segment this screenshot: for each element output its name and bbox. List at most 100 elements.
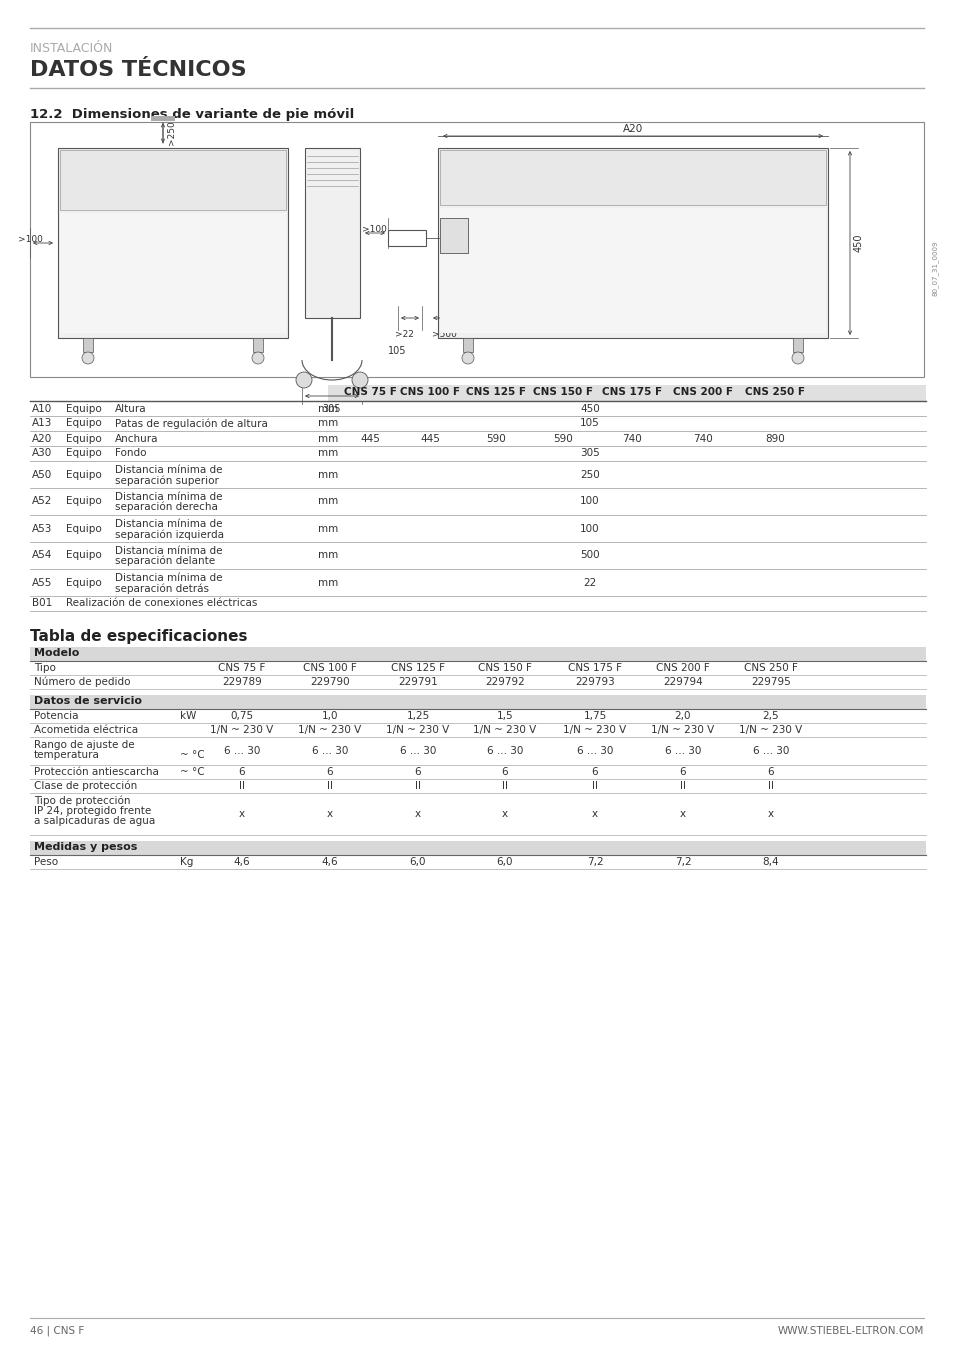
Text: 229792: 229792 [485, 676, 524, 687]
Text: Distancia mínima de: Distancia mínima de [115, 545, 222, 556]
Circle shape [791, 352, 803, 365]
Text: 4,6: 4,6 [321, 857, 338, 867]
Bar [439, 150, 825, 205]
Text: mm: mm [317, 433, 338, 444]
Text: mm: mm [317, 551, 338, 560]
Text: 2,0: 2,0 [674, 711, 691, 721]
Bar [151, 116, 174, 122]
Bar [253, 338, 263, 352]
Text: Datos de servicio: Datos de servicio [34, 697, 142, 706]
Text: 229789: 229789 [222, 676, 262, 687]
Text: Equipo: Equipo [66, 470, 102, 479]
Text: WWW.STIEBEL-ELTRON.COM: WWW.STIEBEL-ELTRON.COM [777, 1326, 923, 1336]
Bar [60, 213, 286, 333]
Text: Fondo: Fondo [115, 448, 147, 459]
Text: CNS 100 F: CNS 100 F [303, 663, 356, 674]
Text: x: x [501, 809, 508, 819]
Text: 2,5: 2,5 [761, 711, 779, 721]
Bar [462, 338, 473, 352]
Text: x: x [238, 809, 245, 819]
Text: separación detrás: separación detrás [115, 583, 209, 594]
Text: mm: mm [317, 497, 338, 506]
Bar [30, 122, 923, 377]
Bar [30, 841, 925, 855]
Text: A53: A53 [32, 524, 52, 533]
Text: 229795: 229795 [750, 676, 790, 687]
Text: A10: A10 [32, 404, 52, 413]
Text: Peso: Peso [34, 857, 58, 867]
Text: Clase de protección: Clase de protección [34, 780, 137, 791]
Text: x: x [679, 809, 685, 819]
Text: DATOS TÉCNICOS: DATOS TÉCNICOS [30, 59, 247, 80]
Text: 740: 740 [621, 433, 641, 444]
Text: 7,2: 7,2 [586, 857, 602, 867]
Text: separación superior: separación superior [115, 475, 218, 486]
Text: CNS 150 F: CNS 150 F [533, 387, 593, 397]
Text: 450: 450 [853, 234, 863, 252]
Text: 6 ... 30: 6 ... 30 [486, 747, 522, 756]
Text: 6: 6 [501, 767, 508, 778]
Text: B01: B01 [391, 232, 412, 242]
Text: II: II [239, 782, 245, 791]
Text: Equipo: Equipo [66, 524, 102, 533]
Text: CNS 75 F: CNS 75 F [218, 663, 265, 674]
Bar [437, 148, 827, 338]
Text: CNS 125 F: CNS 125 F [465, 387, 525, 397]
Circle shape [82, 352, 94, 365]
Text: Equipo: Equipo [66, 551, 102, 560]
Text: Tipo: Tipo [34, 663, 56, 674]
Text: INSTALACIÓN: INSTALACIÓN [30, 42, 113, 55]
Text: A54: A54 [32, 551, 52, 560]
Text: >22: >22 [395, 329, 413, 339]
Text: CNS 100 F: CNS 100 F [399, 387, 459, 397]
Text: 6,0: 6,0 [410, 857, 426, 867]
Text: CNS 150 F: CNS 150 F [477, 663, 532, 674]
Text: 6: 6 [415, 767, 421, 778]
Text: 6: 6 [767, 767, 774, 778]
Text: II: II [679, 782, 685, 791]
Text: 7,2: 7,2 [674, 857, 691, 867]
Text: 1/N ~ 230 V: 1/N ~ 230 V [386, 725, 449, 734]
Text: Anchura: Anchura [115, 433, 158, 444]
Text: II: II [767, 782, 773, 791]
Text: IP 24, protegido frente: IP 24, protegido frente [34, 806, 152, 815]
Bar [439, 217, 468, 252]
Text: II: II [327, 782, 333, 791]
Text: separación izquierda: separación izquierda [115, 529, 224, 540]
Text: mm: mm [317, 404, 338, 413]
Text: >500: >500 [432, 329, 456, 339]
Text: Equipo: Equipo [66, 448, 102, 459]
Text: A13: A13 [32, 418, 52, 428]
Text: 12.2  Dimensiones de variante de pie móvil: 12.2 Dimensiones de variante de pie móvi… [30, 108, 354, 122]
Text: Equipo: Equipo [66, 497, 102, 506]
Text: 445: 445 [419, 433, 439, 444]
Text: 1/N ~ 230 V: 1/N ~ 230 V [473, 725, 536, 734]
Text: 6 ... 30: 6 ... 30 [312, 747, 348, 756]
Text: Número de pedido: Número de pedido [34, 676, 131, 687]
Text: Kg: Kg [180, 857, 193, 867]
Text: Rango de ajuste de: Rango de ajuste de [34, 740, 134, 751]
Text: 305: 305 [322, 404, 341, 414]
Text: 100: 100 [579, 524, 599, 533]
Text: Distancia mínima de: Distancia mínima de [115, 518, 222, 529]
Text: separación delante: separación delante [115, 556, 214, 567]
Text: A20: A20 [32, 433, 52, 444]
Text: >250: >250 [167, 120, 175, 146]
Text: CNS 250 F: CNS 250 F [744, 387, 804, 397]
Text: 590: 590 [486, 433, 505, 444]
Text: a salpicaduras de agua: a salpicaduras de agua [34, 815, 155, 826]
Text: 6 ... 30: 6 ... 30 [224, 747, 260, 756]
Text: Protección antiescarcha: Protección antiescarcha [34, 767, 159, 778]
Text: 1/N ~ 230 V: 1/N ~ 230 V [651, 725, 714, 734]
Text: A55: A55 [32, 578, 52, 587]
Text: 250: 250 [579, 470, 599, 479]
Text: x: x [415, 809, 420, 819]
Bar [58, 148, 288, 338]
Text: CNS 175 F: CNS 175 F [567, 663, 621, 674]
Text: 1,25: 1,25 [406, 711, 429, 721]
Text: Distancia mínima de: Distancia mínima de [115, 491, 222, 502]
Text: 500: 500 [579, 551, 599, 560]
Text: 6: 6 [326, 767, 333, 778]
Text: II: II [592, 782, 598, 791]
Text: 4,6: 4,6 [233, 857, 250, 867]
